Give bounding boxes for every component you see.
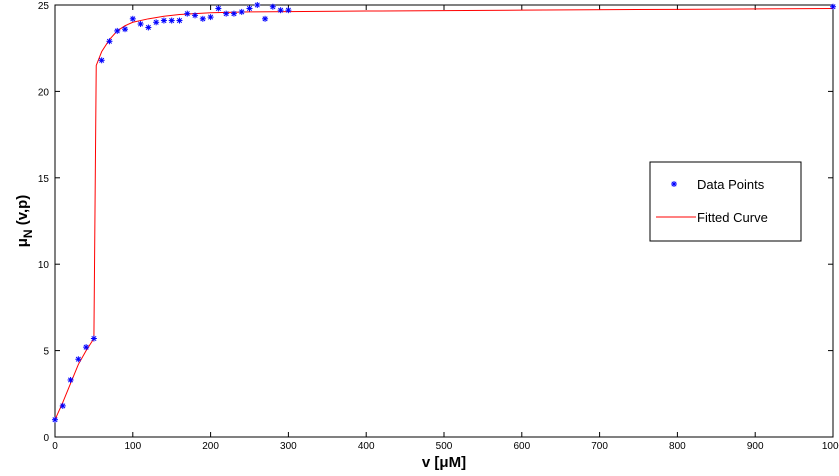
y-tick-label: 15	[38, 174, 50, 185]
x-tick-label: 800	[669, 441, 686, 452]
x-tick-label: 300	[280, 441, 297, 452]
data-point-marker	[199, 15, 206, 22]
x-tick-label: 200	[202, 441, 219, 452]
y-tick-label: 10	[38, 260, 50, 271]
y-tick-label: 25	[38, 1, 50, 12]
data-point-marker	[160, 17, 167, 24]
data-point-marker	[246, 5, 253, 12]
data-point-marker	[184, 10, 191, 17]
y-axis-label: μN (v,p)	[14, 195, 35, 248]
y-tick-label: 20	[38, 87, 50, 98]
data-point-marker	[114, 27, 121, 34]
x-axis-label: v [μM]	[422, 454, 466, 471]
marker-layer	[52, 2, 836, 423]
data-point-marker	[153, 19, 160, 26]
line-layer	[54, 7, 834, 420]
y-tick-label: 0	[43, 433, 49, 444]
legend-box	[649, 161, 802, 242]
data-point-marker	[285, 7, 292, 14]
data-point-marker	[269, 3, 276, 10]
data-point-marker	[129, 15, 136, 22]
data-point-marker	[830, 3, 836, 10]
y-tick-label: 5	[43, 347, 49, 358]
data-point-marker	[137, 21, 144, 28]
x-tick-label: 600	[513, 441, 530, 452]
legend-label-fitted-curve: Fitted Curve	[697, 210, 768, 225]
fitted-curve-line	[54, 7, 834, 420]
data-point-marker	[192, 12, 199, 19]
data-point-marker	[52, 416, 58, 423]
legend-marker-data-points	[671, 181, 677, 187]
y-axis-label-main: μ	[14, 238, 31, 247]
data-point-marker	[59, 402, 66, 409]
data-point-marker	[176, 17, 183, 24]
x-tick-label: 400	[358, 441, 375, 452]
data-point-marker	[223, 10, 230, 17]
data-point-marker	[90, 335, 97, 342]
data-point-marker	[207, 14, 214, 21]
x-tick-label: 100	[124, 441, 141, 452]
data-point-marker	[215, 5, 222, 12]
data-point-marker	[277, 7, 284, 14]
data-point-marker	[254, 2, 261, 8]
legend-label-data-points: Data Points	[697, 177, 765, 192]
data-point-marker	[67, 376, 74, 383]
data-point-marker	[83, 344, 90, 351]
legend-asterisk-icon	[671, 181, 677, 187]
legend: Data Points Fitted Curve	[649, 161, 802, 242]
data-point-marker	[75, 356, 82, 363]
x-tick-label: 700	[591, 441, 608, 452]
data-point-marker	[122, 26, 129, 33]
data-point-marker	[230, 10, 237, 17]
data-point-marker	[145, 24, 152, 31]
data-point-marker	[168, 17, 175, 24]
y-axis-label-suffix: (v,p)	[14, 195, 31, 230]
data-point-marker	[262, 15, 269, 22]
data-point-marker	[106, 38, 113, 45]
y-axis-label-sub: N	[21, 229, 35, 238]
x-tick-label: 900	[747, 441, 764, 452]
x-tick-label: 0	[52, 441, 58, 452]
svg-text:μN (v,p): μN (v,p)	[14, 195, 35, 248]
data-point-marker	[238, 8, 245, 15]
x-tick-label: 500	[436, 441, 453, 452]
data-point-marker	[98, 57, 105, 64]
